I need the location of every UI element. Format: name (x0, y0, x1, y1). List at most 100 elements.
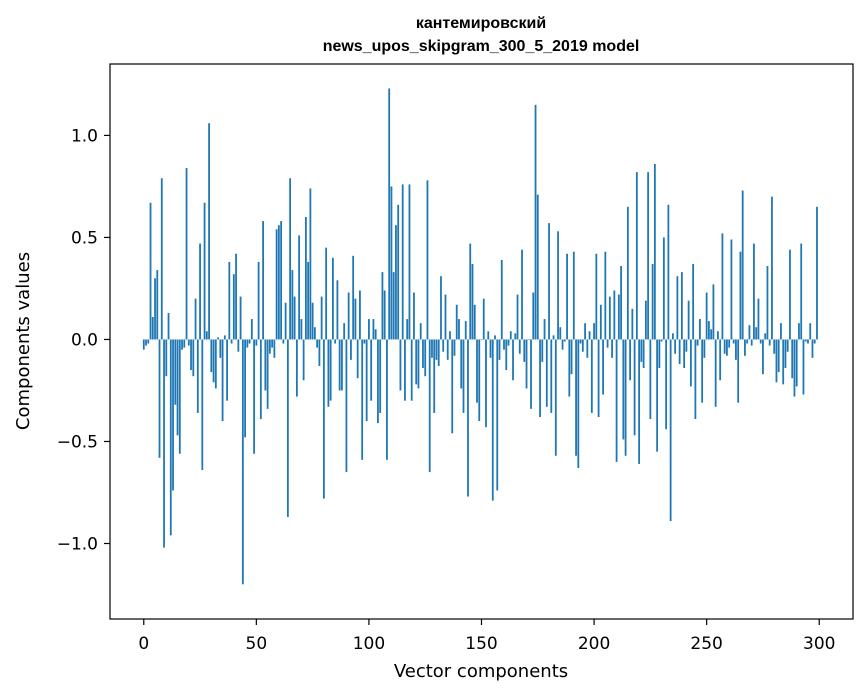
bar (232, 274, 235, 340)
bar (212, 339, 215, 383)
bar (503, 339, 505, 350)
bar (201, 339, 204, 471)
bar (543, 319, 546, 340)
bar (322, 339, 325, 499)
bar (802, 339, 805, 395)
bar (554, 339, 557, 456)
bar (250, 319, 253, 340)
bar (604, 251, 607, 340)
bar (460, 339, 463, 389)
y-tick-label: −0.5 (57, 432, 98, 452)
bar (696, 339, 699, 346)
bar (327, 339, 330, 407)
bar (199, 243, 201, 340)
bar (329, 339, 332, 401)
bar (572, 251, 575, 340)
bar (390, 186, 393, 340)
bar (685, 339, 688, 352)
x-tick-label: 100 (353, 634, 385, 654)
bar (244, 339, 246, 438)
bar (735, 339, 737, 360)
bar (489, 339, 492, 358)
bar (644, 300, 647, 340)
bar (816, 206, 818, 340)
bar (167, 312, 170, 340)
bar (804, 339, 807, 342)
bar (611, 339, 613, 358)
bar (505, 339, 508, 371)
chart-title-line1: кантемировский (416, 15, 546, 32)
bar (163, 339, 165, 548)
bar (419, 323, 422, 340)
bar (527, 339, 530, 341)
bar (228, 261, 231, 340)
bar (717, 331, 719, 340)
bar (579, 339, 582, 344)
bar (687, 300, 690, 340)
bar (615, 339, 618, 462)
bar (514, 333, 517, 340)
bar (757, 298, 760, 340)
bar (793, 339, 796, 397)
x-tick-label: 300 (803, 634, 835, 654)
bar (223, 335, 226, 340)
bar (525, 339, 528, 389)
bar (496, 339, 499, 491)
bar (383, 290, 386, 340)
bar (624, 339, 627, 456)
bar (714, 339, 717, 407)
bar (678, 339, 681, 364)
bar (739, 251, 742, 340)
bar (230, 339, 233, 344)
bar (676, 276, 679, 340)
bar (491, 339, 494, 501)
bar (455, 304, 458, 340)
bar (649, 339, 652, 420)
bar (300, 319, 303, 340)
bar (744, 339, 746, 356)
bar (169, 339, 172, 536)
bar (516, 294, 519, 340)
bar (437, 339, 440, 366)
bar (667, 204, 670, 340)
bar (397, 204, 400, 340)
bar (417, 339, 420, 389)
bar (669, 339, 672, 522)
bar (559, 327, 562, 340)
bar (431, 339, 433, 358)
bar (640, 339, 643, 362)
bar (158, 339, 161, 458)
bar (341, 339, 343, 391)
bar (172, 339, 174, 491)
bar (671, 333, 674, 340)
bar (599, 304, 602, 340)
bar (764, 333, 767, 340)
bar (187, 339, 190, 346)
bar (710, 329, 713, 340)
bar (699, 319, 701, 340)
bar (595, 253, 598, 340)
bar (295, 339, 298, 397)
bar (147, 339, 150, 344)
bar (271, 339, 274, 348)
bar (336, 280, 339, 340)
bar (399, 339, 402, 391)
bar (444, 294, 447, 340)
bar (160, 178, 163, 340)
bar (332, 257, 334, 340)
bar (674, 339, 677, 354)
bar (723, 339, 726, 354)
bar (408, 184, 411, 340)
bar (208, 123, 210, 340)
bar (401, 184, 404, 340)
bar (789, 249, 791, 340)
bar (471, 263, 474, 340)
bar (165, 339, 168, 377)
bar (377, 339, 379, 424)
bar (174, 339, 177, 405)
bar (415, 339, 418, 385)
bar (550, 339, 553, 413)
bar (464, 321, 467, 340)
bar (354, 298, 357, 340)
